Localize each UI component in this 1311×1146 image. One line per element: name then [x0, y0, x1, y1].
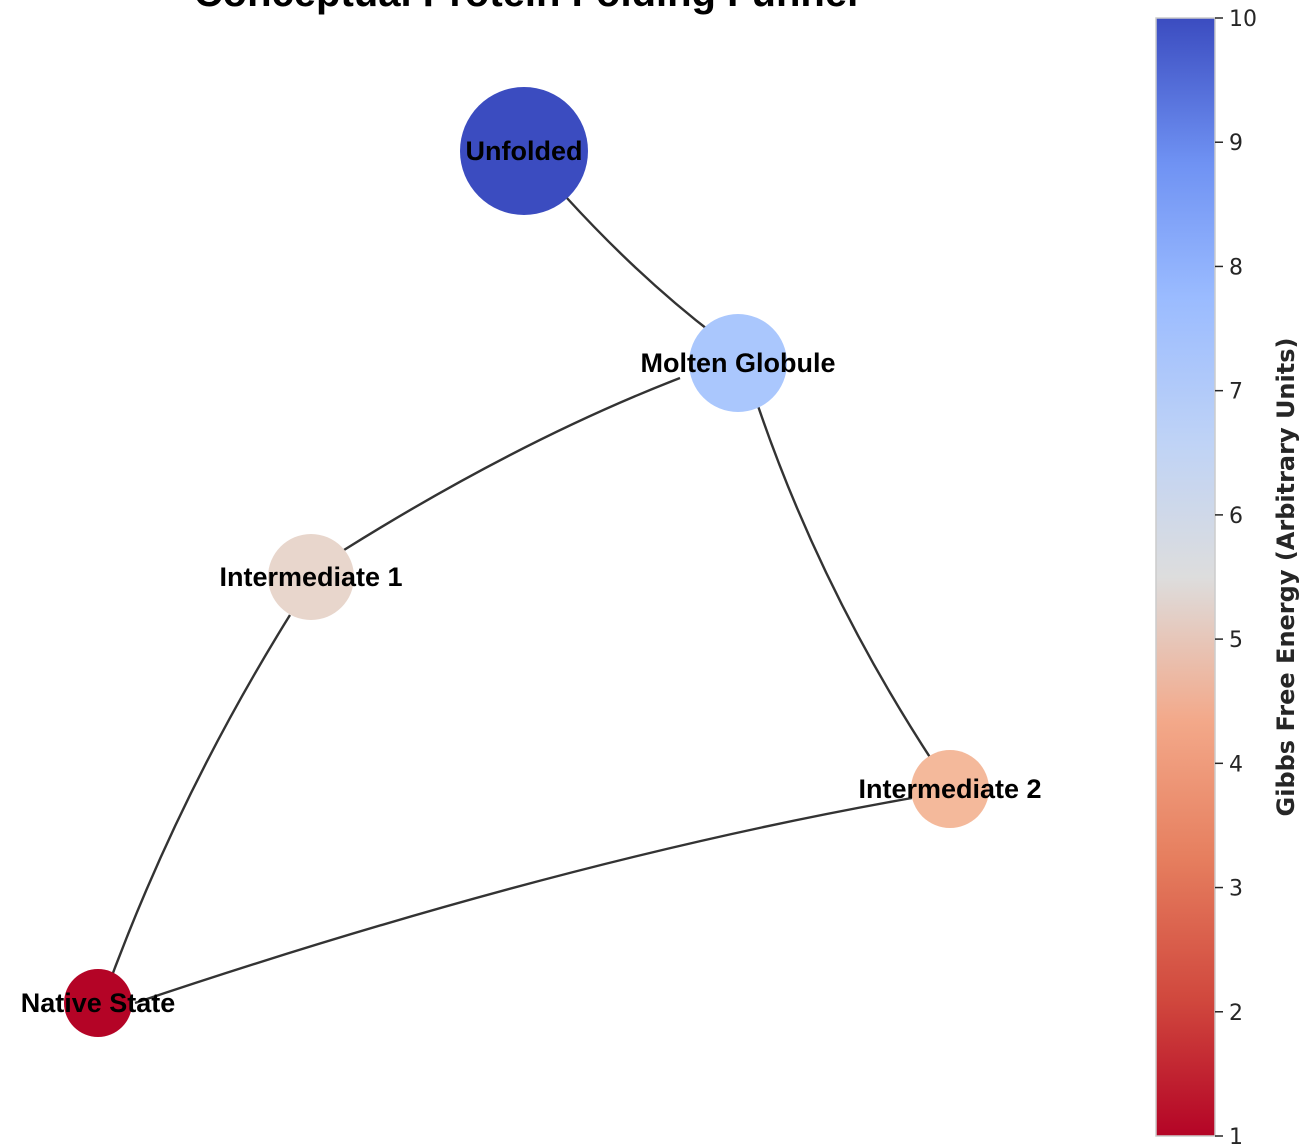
node-intermediate-1 [268, 534, 354, 620]
node-label-intermediate-2: Intermediate 2 [858, 774, 1041, 804]
edge-molten-intermediate2 [754, 399, 937, 766]
node-label-molten-globule: Molten Globule [641, 348, 836, 378]
colorbar-tick-label: 2 [1229, 1001, 1243, 1026]
node-label-intermediate-1: Intermediate 1 [219, 562, 402, 592]
colorbar-tick-label: 3 [1229, 877, 1243, 902]
edge-molten-intermediate1 [343, 376, 681, 552]
node-native-state [64, 969, 132, 1037]
colorbar-tick-label: 7 [1229, 380, 1243, 405]
colorbar: 1 2 3 4 5 6 7 8 9 10 Gibbs Free Energy (Arbitrary… [1155, 7, 1300, 1146]
node-layer [64, 87, 989, 1037]
colorbar-tick-label: 10 [1229, 7, 1257, 32]
label-layer: Unfolded Molten Globule Intermediate 1 I… [21, 136, 1042, 1018]
node-label-native-state: Native State [21, 988, 176, 1018]
diagram-title: Conceptual Protein Folding Funnel [194, 0, 858, 15]
colorbar-tick-label: 9 [1229, 131, 1243, 156]
node-label-unfolded: Unfolded [466, 136, 583, 166]
colorbar-tick-label: 4 [1229, 752, 1243, 777]
colorbar-tick-label: 8 [1229, 255, 1243, 280]
edge-intermediate2-native [134, 796, 913, 1005]
colorbar-ticks: 1 2 3 4 5 6 7 8 9 10 [1215, 7, 1257, 1146]
colorbar-label: Gibbs Free Energy (Arbitrary Units) [1272, 338, 1300, 817]
colorbar-tick-label: 5 [1229, 628, 1243, 653]
edge-unfolded-molten [565, 196, 717, 337]
node-intermediate-2 [911, 750, 989, 828]
node-unfolded [460, 87, 588, 215]
colorbar-tick-label: 6 [1229, 504, 1243, 529]
edge-intermediate1-native [101, 614, 292, 1001]
colorbar-tick-label: 1 [1229, 1125, 1243, 1146]
node-molten-globule [689, 314, 787, 412]
edge-layer [101, 196, 937, 1005]
colorbar-gradient [1155, 17, 1216, 1137]
